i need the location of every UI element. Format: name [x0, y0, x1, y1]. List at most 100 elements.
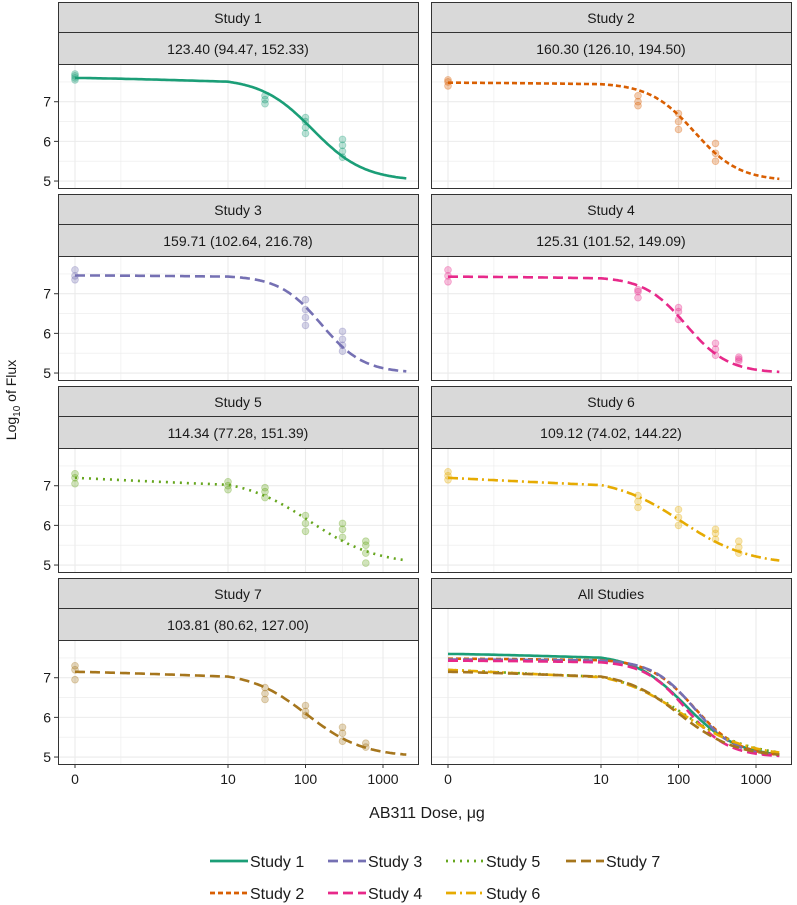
facet-subtitle-label: 159.71 (102.64, 216.78) — [163, 233, 312, 249]
y-axis: 5 6 7 — [43, 478, 58, 573]
x-tick-label: 1000 — [367, 771, 398, 787]
data-point — [224, 485, 232, 494]
y-axis-title: Log10 of Flux — [3, 360, 23, 440]
y-tick-label: 7 — [43, 670, 51, 686]
facet-panel-6: Study 6 109.12 (74.02, 144.22) — [431, 386, 792, 573]
legend-item-study1: Study 1 — [210, 854, 304, 871]
fit-curve-study2 — [448, 81, 780, 181]
panel-border — [431, 256, 792, 381]
panel-border — [58, 64, 419, 189]
data-point — [674, 521, 683, 530]
data-point — [674, 117, 683, 126]
data-point — [261, 99, 269, 108]
data-point — [261, 689, 269, 698]
facet-strip — [431, 2, 792, 33]
data-point — [338, 327, 347, 336]
fit-curve-study3 — [75, 274, 407, 373]
panel-border — [431, 608, 792, 765]
legend: Study 1 Study 3 Study 5 Study 7 Study 2 Study… — [210, 854, 660, 903]
legend-label: Study 4 — [368, 886, 422, 903]
data-point — [301, 295, 310, 304]
fit-curves — [74, 476, 407, 562]
y-tick-label: 5 — [43, 365, 51, 381]
data-point — [338, 729, 347, 737]
fit-curves — [447, 476, 780, 562]
data-point — [301, 129, 310, 138]
data-point — [361, 537, 370, 545]
y-tick-label: 5 — [43, 173, 51, 189]
y-tick-label: 5 — [43, 749, 51, 765]
data-point — [711, 139, 720, 148]
facet-strip — [58, 578, 419, 609]
grid-lines — [58, 448, 418, 572]
facet-strip-label: All Studies — [578, 586, 644, 602]
data-point — [338, 141, 347, 150]
y-tick-label: 7 — [43, 286, 51, 302]
legend-item-study4: Study 4 — [328, 886, 422, 903]
y-tick-label: 6 — [43, 325, 51, 341]
data-point — [261, 487, 269, 496]
data-point — [261, 695, 269, 704]
facet-panel-2: Study 2 160.30 (126.10, 194.50) — [431, 2, 792, 189]
facet-panel-8: All Studies 0 10 100 1000 — [431, 578, 792, 787]
facet-strip — [58, 2, 419, 33]
plot-background — [431, 256, 792, 381]
data-point — [71, 675, 79, 684]
data-point — [71, 266, 79, 274]
facet-subtitle-label: 160.30 (126.10, 194.50) — [536, 41, 685, 57]
x-axis: 0 10 100 1000 — [71, 764, 399, 787]
data-points — [71, 469, 370, 567]
facet-strip-label: Study 2 — [587, 10, 635, 26]
plot-background — [431, 608, 792, 765]
facet-panel-3: Study 3 159.71 (102.64, 216.78) 5 6 7 — [43, 194, 419, 381]
facet-subtitle-label: 103.81 (80.62, 127.00) — [167, 617, 309, 633]
data-point — [338, 525, 347, 534]
fit-curve-study7 — [75, 670, 407, 756]
facet-subtitle-label: 109.12 (74.02, 144.22) — [540, 425, 682, 441]
panel-border — [58, 256, 419, 381]
grid-lines — [58, 640, 418, 764]
data-point — [634, 293, 642, 302]
x-tick-label: 10 — [593, 771, 609, 787]
y-axis-title-prefix: Log — [3, 417, 19, 440]
fit-curve-study5 — [74, 476, 407, 562]
panels-layer: Study 1 123.40 (94.47, 152.33) 5 6 7 Study 2 1… — [43, 2, 792, 787]
facet-panel-5: Study 5 114.34 (77.28, 151.39) 5 6 7 — [43, 386, 419, 573]
grid-lines — [431, 448, 791, 572]
data-point — [301, 527, 310, 536]
y-axis: 5 6 7 — [43, 94, 58, 189]
panel-border — [431, 448, 792, 573]
grid-lines — [431, 608, 791, 764]
x-tick-label: 0 — [444, 771, 452, 787]
plot-background — [58, 256, 419, 381]
legend-item-study6: Study 6 — [446, 886, 540, 903]
data-point — [261, 483, 269, 492]
facet-subtitle-strip — [58, 416, 419, 449]
legend-item-study2: Study 2 — [210, 886, 304, 903]
y-tick-label: 6 — [43, 517, 51, 533]
data-point — [301, 321, 310, 330]
legend-label: Study 1 — [250, 854, 304, 871]
data-point — [634, 97, 642, 106]
data-point — [224, 477, 232, 486]
y-tick-label: 7 — [43, 478, 51, 494]
grid-lines — [58, 64, 418, 188]
data-point — [674, 505, 683, 514]
facet-strip-label: Study 3 — [214, 202, 262, 218]
y-tick-label: 7 — [43, 94, 51, 110]
data-point — [734, 537, 743, 545]
data-point — [71, 661, 79, 670]
data-point — [711, 157, 720, 166]
fit-curves — [448, 275, 780, 374]
fit-curves — [447, 652, 780, 758]
y-axis-title-suffix: of Flux — [3, 360, 19, 406]
fit-curve-study6 — [447, 476, 780, 562]
facet-strip-label: Study 1 — [214, 10, 262, 26]
data-point — [301, 701, 310, 710]
fit-curves — [75, 670, 407, 756]
facet-strip-label: Study 7 — [214, 586, 262, 602]
facet-subtitle-label: 114.34 (77.28, 151.39) — [168, 425, 309, 441]
data-point — [444, 266, 452, 274]
fit-curves — [74, 76, 407, 180]
data-point — [674, 303, 683, 312]
